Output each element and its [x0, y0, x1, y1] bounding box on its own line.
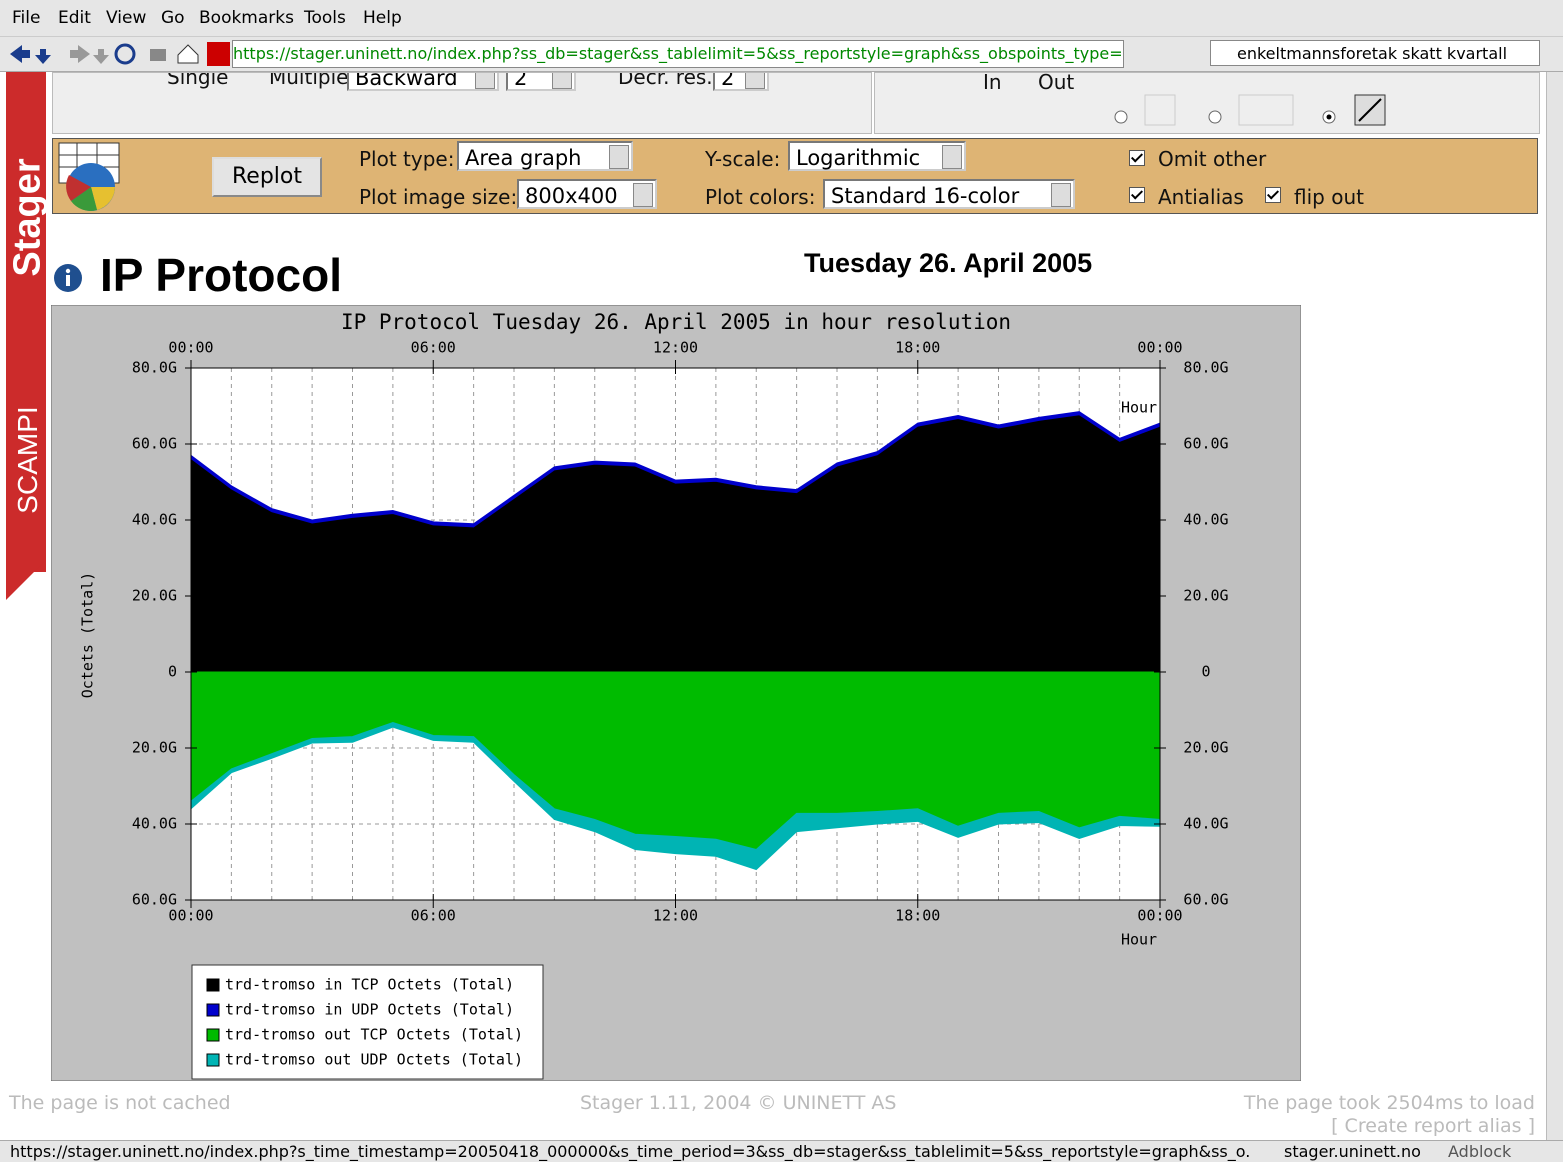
footer-timing: The page took 2504ms to load	[1244, 1092, 1535, 1114]
y-tick-label: 80.0G	[132, 359, 177, 377]
select[interactable]: 800x400	[517, 179, 657, 209]
y-tick-label: 20.0G	[1183, 587, 1228, 605]
legend-swatch	[207, 1054, 219, 1066]
y-tick-label: 20.0G	[132, 587, 177, 605]
brand: Stager	[7, 158, 50, 278]
menu-item[interactable]: Bookmarks	[199, 8, 294, 28]
select[interactable]: Standard 16-color	[823, 179, 1075, 209]
checkbox-label[interactable]: Omit other	[1158, 147, 1266, 171]
chart: IP Protocol Tuesday 26. April 2005 in ho…	[51, 305, 1301, 1081]
option[interactable]: Multiple	[269, 72, 348, 89]
footer-credit[interactable]: Stager 1.11, 2004 © UNINETT AS	[580, 1092, 897, 1114]
scrollbar[interactable]	[1546, 72, 1563, 1140]
direction-panel: In Out	[874, 72, 1540, 134]
y-axis-title: Octets (Total)	[79, 572, 97, 698]
menu-item[interactable]: Edit	[58, 8, 91, 28]
y-tick-label: 40.0G	[132, 511, 177, 529]
label: Decr. res.	[618, 72, 713, 89]
page-date: Tuesday 26. April 2005	[804, 248, 1092, 279]
info-icon[interactable]	[53, 263, 83, 293]
select[interactable]: Logarithmic	[788, 141, 966, 171]
menu-bar: File Edit View Go Bookmarks Tools Help	[0, 0, 1563, 37]
page-title: IP Protocol	[100, 248, 342, 302]
nav-toolbar: https://stager.uninett.no/index.php?ss_d…	[0, 37, 1563, 72]
select[interactable]: Area graph	[457, 141, 633, 171]
brand-sub: SCAMPI	[12, 400, 44, 520]
checkbox[interactable]	[1129, 187, 1145, 203]
y-tick-label: 40.0G	[1183, 511, 1228, 529]
y-tick-label: 60.0G	[1183, 891, 1228, 909]
y-tick-label: 20.0G	[132, 739, 177, 757]
x-tick-label: 00:00	[168, 339, 213, 357]
legend-label: trd-tromso in UDP Octets (Total)	[225, 1001, 514, 1019]
menu-item[interactable]: Help	[363, 8, 402, 28]
range-panel: Single Multiple Backward 2 Decr. res. 2	[52, 72, 872, 134]
label: Plot colors:	[705, 185, 815, 209]
menu-item[interactable]: File	[12, 8, 40, 28]
x-tick-label: 06:00	[411, 339, 456, 357]
select[interactable]: Backward	[347, 72, 499, 91]
y-tick-label: 20.0G	[1183, 739, 1228, 757]
y-tick-label: 40.0G	[132, 815, 177, 833]
status-url: https://stager.uninett.no/index.php?s_ti…	[10, 1141, 1250, 1162]
legend-label: trd-tromso in TCP Octets (Total)	[225, 976, 514, 994]
url-field[interactable]: https://stager.uninett.no/index.php?ss_d…	[232, 40, 1124, 68]
menu-item[interactable]: View	[106, 8, 146, 28]
search-field[interactable]: enkeltmannsforetak skatt kvartall	[1210, 40, 1540, 66]
x-tick-label: 18:00	[895, 339, 940, 357]
checkbox-label[interactable]: flip out	[1294, 185, 1364, 209]
status-adblock[interactable]: Adblock	[1448, 1141, 1511, 1162]
x-tick-label: 00:00	[1137, 907, 1182, 925]
x-tick-label: 12:00	[653, 339, 698, 357]
x-tick-label: 06:00	[411, 907, 456, 925]
status-bar: https://stager.uninett.no/index.php?s_ti…	[0, 1140, 1563, 1162]
select[interactable]: 2	[713, 72, 769, 91]
chart-icon	[57, 141, 127, 213]
checkbox[interactable]	[1129, 150, 1145, 166]
footer-alias[interactable]: [ Create report alias ]	[1331, 1115, 1535, 1137]
y-tick-label: 60.0G	[1183, 435, 1228, 453]
y-tick-label: 60.0G	[132, 435, 177, 453]
option[interactable]: Single	[167, 72, 228, 89]
plot-style-radios[interactable]	[1105, 93, 1395, 129]
chart-title: IP Protocol Tuesday 26. April 2005 in ho…	[341, 310, 1011, 334]
x-tick-label: 00:00	[168, 907, 213, 925]
legend-label: trd-tromso out UDP Octets (Total)	[225, 1051, 523, 1069]
banner-tail	[6, 560, 46, 600]
nav-buttons[interactable]	[0, 37, 230, 71]
x-tick-label: 00:00	[1137, 339, 1182, 357]
x-tick-label: 18:00	[895, 907, 940, 925]
x-axis-title: Hour	[1121, 931, 1157, 949]
plot-options-bar: Replot Plot type: Area graph Plot image …	[52, 138, 1538, 214]
status-host: stager.uninett.no	[1284, 1141, 1421, 1162]
legend-swatch	[207, 1029, 219, 1041]
y-tick-label: 0	[168, 663, 177, 681]
legend-swatch	[207, 979, 219, 991]
checkbox[interactable]	[1265, 187, 1281, 203]
footer-cache: The page is not cached	[9, 1092, 231, 1114]
checkbox-label[interactable]: Antialias	[1158, 185, 1244, 209]
menu-item[interactable]: Go	[161, 8, 185, 28]
select[interactable]: 2	[506, 72, 576, 91]
legend-swatch	[207, 1004, 219, 1016]
label: Plot image size:	[359, 185, 517, 209]
checkbox-label[interactable]: Out	[1038, 72, 1074, 94]
label: Plot type:	[359, 147, 454, 171]
x-tick-label: 12:00	[653, 907, 698, 925]
menu-item[interactable]: Tools	[304, 8, 346, 28]
y-tick-label: 0	[1201, 663, 1210, 681]
y-tick-label: 40.0G	[1183, 815, 1228, 833]
y-tick-label: 80.0G	[1183, 359, 1228, 377]
x-axis-title: Hour	[1121, 399, 1157, 417]
page: File Edit View Go Bookmarks Tools Help h…	[0, 0, 1563, 1161]
checkbox-label[interactable]: In	[983, 72, 1002, 94]
replot-button[interactable]: Replot	[212, 157, 322, 197]
legend-label: trd-tromso out TCP Octets (Total)	[225, 1026, 523, 1044]
label: Y-scale:	[705, 147, 780, 171]
